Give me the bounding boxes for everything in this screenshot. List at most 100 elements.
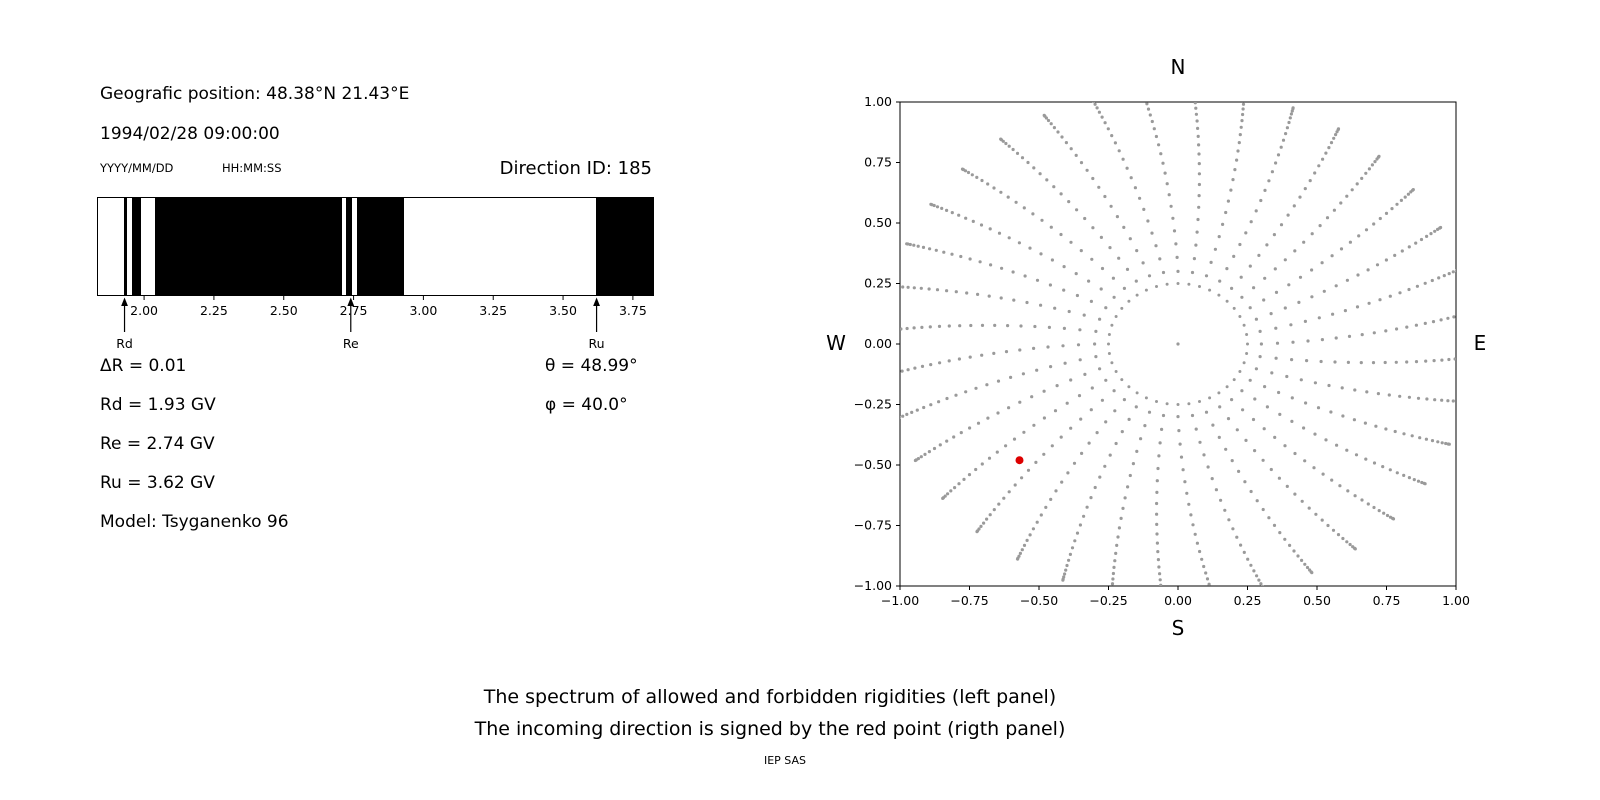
- direction-dot: [1391, 517, 1396, 521]
- direction-dot: [1091, 102, 1096, 104]
- direction-dot: [1468, 311, 1471, 314]
- inner-ring-dot: [1127, 385, 1131, 389]
- direction-dot: [1330, 478, 1334, 482]
- direction-dot: [1254, 209, 1258, 213]
- direction-dot: [1390, 207, 1394, 211]
- direction-dot: [1128, 237, 1132, 241]
- direction-dot: [953, 486, 957, 490]
- direction-dot: [1252, 286, 1256, 290]
- direction-dot: [1104, 420, 1108, 424]
- direction-dot: [1061, 344, 1065, 348]
- direction-dot: [883, 329, 886, 332]
- direction-dot: [1197, 182, 1201, 187]
- direction-dot: [1254, 367, 1258, 371]
- direction-dot: [1202, 453, 1206, 457]
- direction-dot: [1211, 594, 1214, 597]
- direction-dot: [1177, 429, 1181, 433]
- direction-dot: [1345, 448, 1349, 452]
- direction-dot: [1191, 523, 1195, 527]
- direction-dot: [1123, 496, 1127, 500]
- direction-dot: [1067, 309, 1071, 314]
- direction-dot: [1241, 112, 1245, 117]
- direction-dot: [1114, 441, 1118, 446]
- direction-dot: [1270, 170, 1274, 174]
- direction-dot: [1094, 329, 1098, 333]
- direction-dot: [1109, 204, 1113, 208]
- direction-dot: [1009, 375, 1013, 379]
- inner-ring-dot: [1114, 370, 1118, 373]
- forbidden-band: [345, 198, 353, 295]
- compass-east-label: E: [1473, 331, 1487, 355]
- y-tick-label: −0.50: [854, 457, 892, 472]
- direction-dot: [1430, 439, 1435, 443]
- direction-dot: [1399, 198, 1403, 202]
- direction-dot: [1307, 506, 1311, 510]
- direction-dot: [1261, 458, 1265, 462]
- direction-dot: [1279, 145, 1283, 149]
- direction-dot: [975, 175, 979, 179]
- direction-dot: [923, 452, 927, 456]
- direction-dot: [1035, 368, 1039, 372]
- direction-dot: [1155, 532, 1159, 536]
- direction-dot: [942, 250, 946, 254]
- direction-dot: [887, 373, 890, 376]
- direction-dot: [929, 202, 933, 206]
- direction-dot: [986, 416, 990, 420]
- direction-dot: [1156, 550, 1160, 554]
- direction-dot: [1278, 531, 1282, 535]
- direction-dot: [1015, 151, 1020, 155]
- direction-dot: [1032, 423, 1036, 427]
- direction-dot: [1244, 231, 1248, 235]
- direction-dot: [882, 329, 885, 332]
- direction-dot: [1075, 208, 1079, 212]
- inner-ring-dot: [1110, 361, 1114, 365]
- direction-dot: [1093, 342, 1097, 346]
- direction-dot: [985, 517, 989, 521]
- direction-dot: [1283, 306, 1287, 310]
- x-tick-label: 0.50: [1303, 593, 1331, 608]
- direction-dot: [1453, 357, 1456, 361]
- direction-dot: [1198, 440, 1202, 444]
- direction-dot: [1078, 523, 1082, 527]
- direction-dot: [1367, 301, 1371, 305]
- direction-dot: [1193, 96, 1196, 99]
- direction-dot: [1332, 136, 1336, 140]
- direction-dot: [1217, 435, 1221, 439]
- direction-dot: [1398, 394, 1402, 398]
- direction-dot: [1242, 99, 1245, 102]
- direction-dot: [1210, 477, 1214, 481]
- direction-dot: [1063, 361, 1067, 365]
- direction-dot: [1171, 216, 1175, 220]
- delta-r-value: ΔR = 0.01: [100, 356, 187, 376]
- cutoff-arrow-head: [347, 297, 355, 306]
- direction-dot: [906, 368, 910, 372]
- direction-dot: [1317, 164, 1321, 168]
- direction-dot: [1244, 438, 1248, 442]
- direction-dot: [1212, 596, 1215, 599]
- direction-dot: [1276, 153, 1281, 157]
- forbidden-band: [132, 198, 142, 295]
- direction-dot: [1243, 93, 1246, 96]
- inner-ring-dot: [1155, 285, 1158, 288]
- direction-dot: [1447, 442, 1451, 446]
- direction-dot: [1331, 528, 1336, 532]
- direction-dot: [1440, 441, 1444, 445]
- direction-dot: [1110, 134, 1114, 138]
- direction-dot: [935, 288, 940, 292]
- direction-dot: [1334, 336, 1338, 340]
- direction-dot: [1300, 499, 1304, 503]
- direction-dot: [980, 323, 985, 327]
- direction-dot: [1060, 480, 1064, 484]
- direction-dot: [1429, 232, 1433, 236]
- direction-dot: [1218, 405, 1222, 409]
- direction-dot: [1122, 398, 1126, 402]
- direction-dot: [1395, 471, 1399, 475]
- direction-dot: [1190, 270, 1195, 275]
- direction-dot: [1217, 235, 1221, 239]
- direction-dot: [1423, 482, 1427, 486]
- direction-dot: [1112, 389, 1116, 393]
- direction-dot: [1293, 492, 1297, 496]
- direction-dot: [1018, 348, 1022, 352]
- direction-dot: [1161, 161, 1165, 165]
- direction-dot: [1069, 147, 1073, 151]
